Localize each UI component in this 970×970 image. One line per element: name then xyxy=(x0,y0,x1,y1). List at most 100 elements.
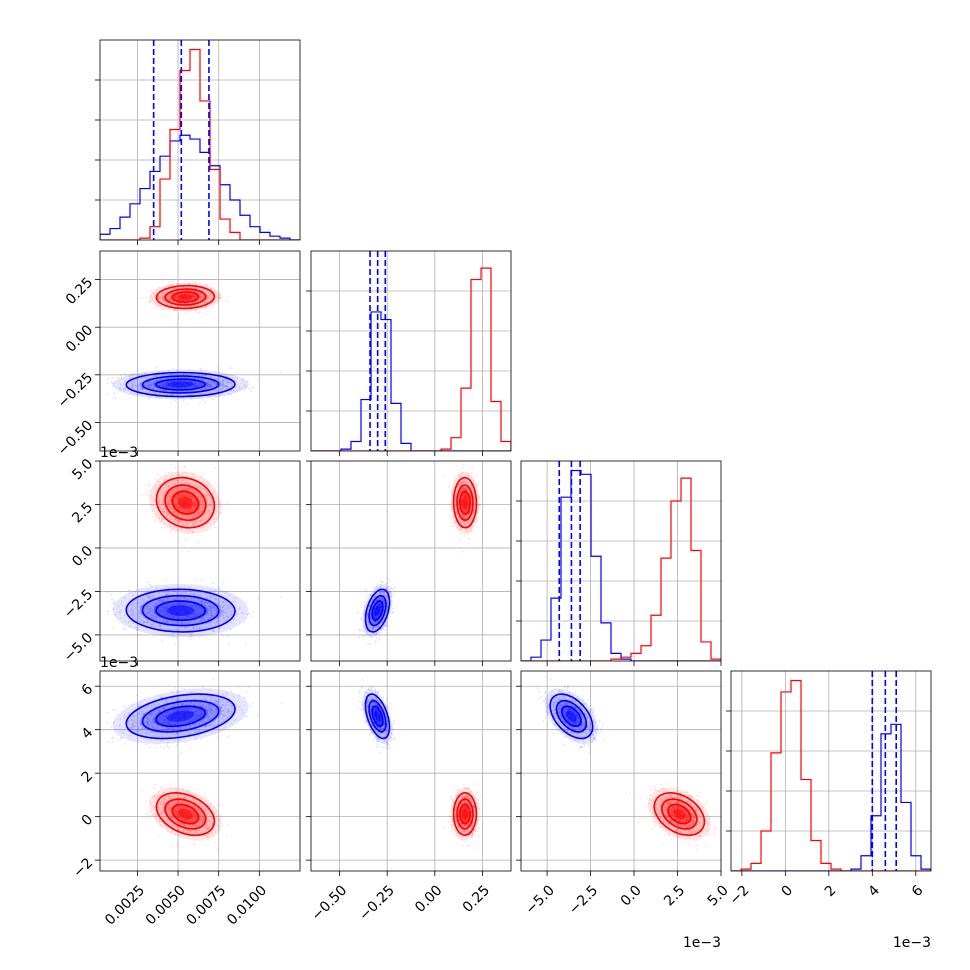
sample-point xyxy=(171,511,174,514)
sample-point xyxy=(217,366,219,369)
sample-point xyxy=(184,466,186,469)
sample-point xyxy=(216,383,218,386)
sample-point xyxy=(212,380,214,383)
sample-point xyxy=(170,380,173,382)
sample-point xyxy=(155,375,157,378)
sample-point xyxy=(166,604,168,606)
sample-point xyxy=(451,525,453,528)
sample-point xyxy=(187,393,190,396)
sample-point xyxy=(187,509,190,512)
sample-point xyxy=(167,298,170,300)
sample-point xyxy=(129,374,131,377)
sample-point xyxy=(194,309,196,312)
sample-point xyxy=(199,496,201,499)
sample-point xyxy=(185,390,188,393)
sample-point xyxy=(182,472,185,474)
sample-point xyxy=(149,503,152,506)
sample-point xyxy=(195,286,197,289)
sample-point xyxy=(162,495,164,497)
sample-point xyxy=(155,375,157,378)
sample-point xyxy=(194,504,197,506)
sample-point xyxy=(176,379,179,382)
sample-point xyxy=(172,300,174,302)
sample-point xyxy=(210,385,213,388)
sample-point xyxy=(149,596,151,598)
sample-point xyxy=(176,298,179,300)
sample-point xyxy=(192,504,195,507)
sample-point xyxy=(208,512,211,514)
sample-point xyxy=(194,384,197,387)
sample-point xyxy=(197,512,200,515)
sample-point xyxy=(179,302,182,305)
sample-point xyxy=(184,523,187,526)
sample-point xyxy=(169,614,172,616)
sample-point xyxy=(174,521,176,524)
sample-point xyxy=(166,510,169,513)
sample-point xyxy=(202,623,205,626)
sample-point xyxy=(170,401,173,404)
sample-point xyxy=(165,483,168,486)
sample-point xyxy=(217,500,220,503)
sample-point xyxy=(167,502,170,504)
sample-point xyxy=(208,386,211,388)
sample-point xyxy=(187,511,190,513)
sample-point xyxy=(224,378,227,380)
sample-point xyxy=(207,505,210,508)
sample-point xyxy=(171,475,173,477)
sample-point xyxy=(162,490,165,492)
sample-point xyxy=(167,381,170,383)
sample-point xyxy=(217,294,220,296)
sample-point xyxy=(154,380,157,383)
sample-point xyxy=(193,295,195,298)
sample-point xyxy=(252,611,255,614)
sample-point xyxy=(162,299,165,302)
sample-point xyxy=(186,403,188,405)
sample-point xyxy=(192,504,194,507)
histogram-panel-0 xyxy=(95,39,301,245)
sample-point xyxy=(192,508,195,511)
sample-point xyxy=(209,295,211,297)
sample-point xyxy=(176,503,179,505)
y-offset-label: 1e−3 xyxy=(100,445,138,461)
sample-point xyxy=(188,299,191,301)
sample-point xyxy=(148,380,151,383)
sample-point xyxy=(172,287,175,290)
sample-point xyxy=(132,381,135,384)
sample-point xyxy=(152,298,154,300)
sample-point xyxy=(158,517,161,520)
sample-point xyxy=(207,509,210,512)
sample-point xyxy=(203,388,205,391)
sample-point xyxy=(208,605,211,608)
sample-point xyxy=(162,385,165,387)
sample-point xyxy=(162,389,164,391)
sample-point xyxy=(174,295,176,298)
sample-point xyxy=(205,529,208,532)
sample-point xyxy=(194,519,197,522)
sample-point xyxy=(195,490,198,492)
sample-point xyxy=(153,492,156,494)
sample-point xyxy=(168,502,171,505)
sample-point xyxy=(189,507,192,510)
sample-point xyxy=(185,380,188,383)
sample-point xyxy=(168,369,170,372)
sample-point xyxy=(172,492,175,495)
sample-point xyxy=(228,380,231,382)
sample-point xyxy=(192,287,194,289)
sample-point xyxy=(201,578,204,581)
sample-point xyxy=(176,296,178,298)
sample-point xyxy=(168,493,171,496)
sample-point xyxy=(169,299,172,302)
sample-point xyxy=(153,602,156,604)
sample-point xyxy=(181,495,183,497)
sample-point xyxy=(202,473,204,475)
sample-point xyxy=(179,481,182,484)
sample-point xyxy=(167,493,170,496)
sample-point xyxy=(164,506,166,509)
sample-point xyxy=(183,539,186,542)
sample-point xyxy=(166,381,168,384)
sample-point xyxy=(166,303,169,306)
sample-point xyxy=(480,523,483,526)
sample-point xyxy=(178,603,181,605)
sample-point xyxy=(196,384,198,387)
sample-point xyxy=(196,303,199,306)
